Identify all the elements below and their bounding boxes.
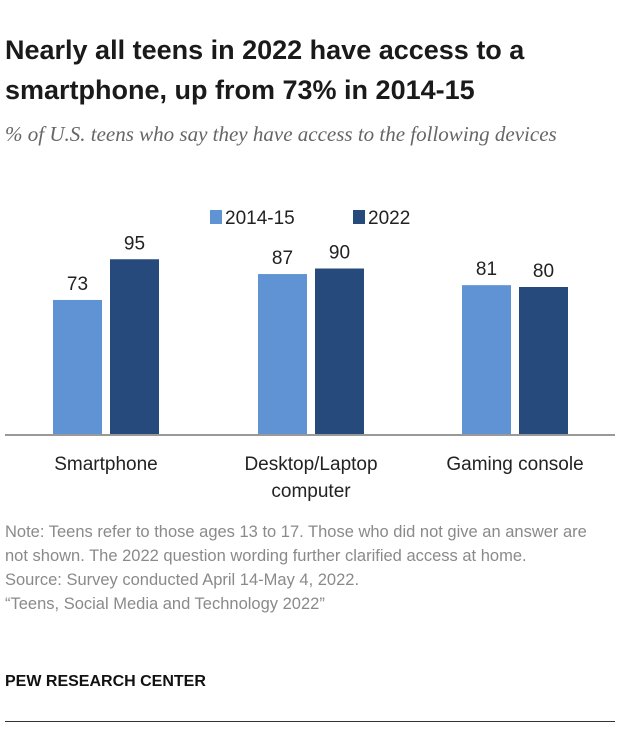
bar bbox=[258, 274, 307, 435]
category-label: Smartphone bbox=[54, 454, 158, 475]
legend-label: 2022 bbox=[368, 208, 410, 229]
notes: Note: Teens refer to those ages 13 to 17… bbox=[5, 520, 610, 616]
rule bbox=[5, 721, 615, 722]
value-label: 80 bbox=[533, 261, 554, 282]
legend-swatch bbox=[210, 210, 222, 224]
report: “Teens, Social Media and Technology 2022… bbox=[5, 595, 325, 613]
chart-subtitle: % of U.S. teens who say they have access… bbox=[5, 122, 557, 146]
value-label: 87 bbox=[272, 248, 293, 269]
value-label: 90 bbox=[329, 243, 350, 264]
legend-swatch bbox=[353, 210, 365, 224]
category-label: Gaming console bbox=[446, 454, 584, 475]
credit: PEW RESEARCH CENTER bbox=[5, 673, 206, 690]
value-label: 95 bbox=[124, 233, 145, 254]
category-label: Desktop/Laptop computer bbox=[244, 454, 378, 502]
bar bbox=[110, 259, 159, 435]
bar bbox=[519, 287, 568, 435]
bar bbox=[53, 299, 102, 435]
chart: 2014-15 2022 73 95 87 90 81 80 bbox=[5, 208, 615, 436]
source: Source: Survey conducted April 14-May 4,… bbox=[5, 571, 360, 589]
note: Note: Teens refer to those ages 13 to 17… bbox=[5, 523, 587, 565]
value-label: 81 bbox=[476, 259, 497, 280]
chart-title: Nearly all teens in 2022 have access to … bbox=[5, 35, 525, 105]
legend-label: 2014-15 bbox=[225, 208, 295, 229]
bar bbox=[315, 268, 364, 435]
value-label: 73 bbox=[67, 274, 88, 295]
bar bbox=[462, 285, 511, 435]
